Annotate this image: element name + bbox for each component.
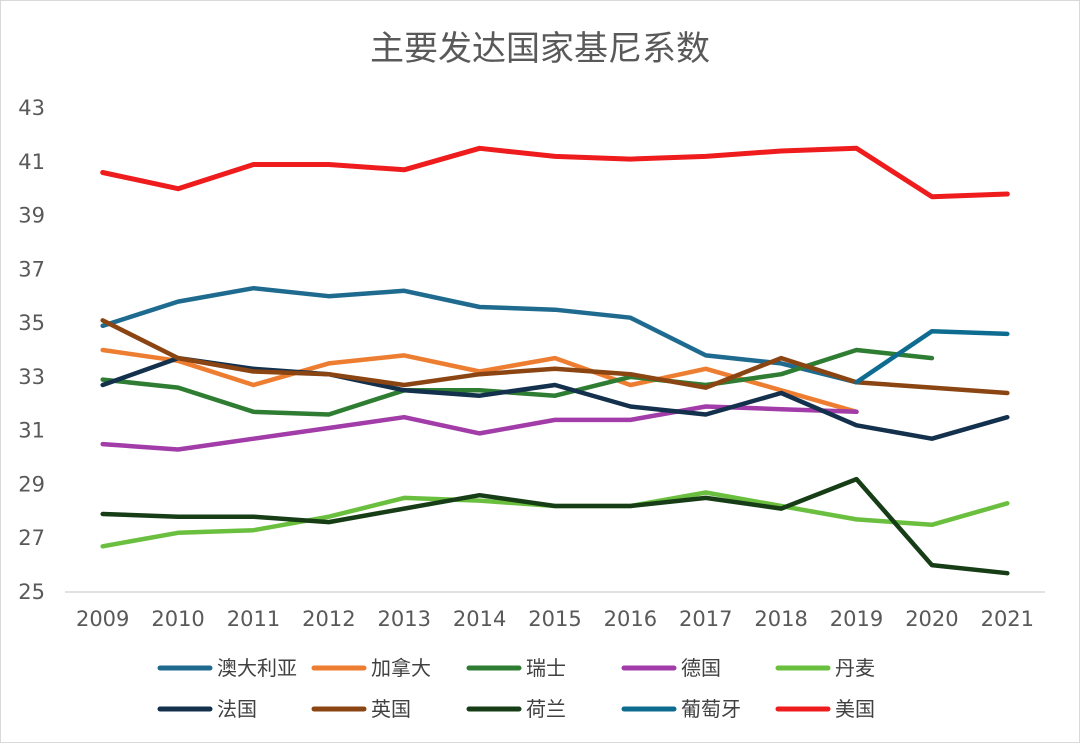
x-tick-label: 2019 bbox=[830, 607, 883, 631]
series-line-丹麦 bbox=[100, 490, 1010, 549]
y-tick-label: 25 bbox=[18, 580, 45, 604]
legend-label: 瑞士 bbox=[526, 656, 566, 680]
x-tick-label: 2021 bbox=[981, 607, 1034, 631]
x-tick-label: 2010 bbox=[151, 607, 204, 631]
y-axis: 25 27 29 31 33 35 37 39 41 43 bbox=[18, 96, 45, 604]
y-tick-label: 35 bbox=[18, 311, 45, 335]
legend-label: 加拿大 bbox=[371, 656, 431, 680]
y-tick-label: 41 bbox=[18, 150, 45, 174]
series-lines bbox=[100, 145, 1010, 576]
legend-label: 德国 bbox=[681, 656, 721, 680]
x-tick-label: 2013 bbox=[378, 607, 431, 631]
y-tick-label: 27 bbox=[18, 526, 45, 550]
x-tick-label: 2018 bbox=[754, 607, 807, 631]
y-tick-label: 31 bbox=[18, 419, 45, 443]
series-line-葡萄牙 bbox=[854, 328, 1010, 385]
x-tick-label: 2009 bbox=[76, 607, 129, 631]
x-tick-label: 2015 bbox=[528, 607, 581, 631]
legend-label: 法国 bbox=[217, 697, 257, 721]
x-tick-label: 2020 bbox=[905, 607, 958, 631]
x-tick-label: 2017 bbox=[679, 607, 732, 631]
series-line-美国 bbox=[100, 145, 1010, 200]
chart-title: 主要发达国家基尼系数 bbox=[370, 29, 710, 69]
legend-label: 澳大利亚 bbox=[217, 656, 297, 680]
series-line-澳大利亚 bbox=[100, 285, 859, 385]
x-tick-label: 2014 bbox=[453, 607, 506, 631]
series-line-荷兰 bbox=[100, 476, 1010, 576]
legend-label: 美国 bbox=[835, 697, 875, 721]
legend-label: 葡萄牙 bbox=[681, 697, 741, 721]
legend-label: 丹麦 bbox=[835, 656, 875, 680]
series-line-瑞士 bbox=[100, 347, 935, 417]
y-tick-label: 29 bbox=[18, 472, 45, 496]
y-tick-label: 33 bbox=[18, 365, 45, 389]
series-line-法国 bbox=[100, 355, 1010, 441]
x-tick-label: 2016 bbox=[604, 607, 657, 631]
y-tick-label: 37 bbox=[18, 257, 45, 281]
series-line-德国 bbox=[100, 404, 859, 452]
legend-label: 英国 bbox=[371, 697, 411, 721]
x-tick-label: 2011 bbox=[227, 607, 280, 631]
x-axis: 2009 2010 2011 2012 2013 2014 2015 2016 2017 2018… bbox=[65, 591, 1045, 631]
legend-label: 荷兰 bbox=[526, 697, 566, 721]
y-tick-label: 39 bbox=[18, 204, 45, 228]
y-tick-label: 43 bbox=[18, 96, 45, 120]
x-tick-label: 2012 bbox=[302, 607, 355, 631]
